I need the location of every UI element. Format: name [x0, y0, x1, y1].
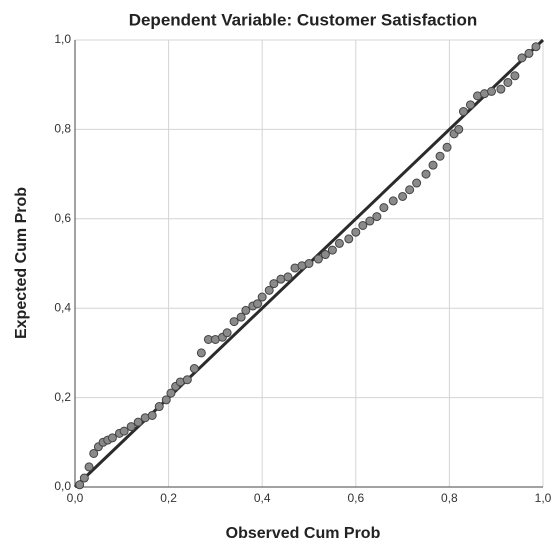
point	[344, 234, 354, 244]
point	[320, 250, 330, 260]
point	[412, 178, 422, 188]
point	[503, 77, 513, 87]
y-axis-label: Expected Cum Prob	[13, 187, 30, 339]
point	[379, 203, 389, 213]
point	[147, 410, 157, 420]
point	[154, 402, 164, 412]
point	[351, 227, 361, 237]
point	[166, 388, 176, 398]
point	[458, 107, 468, 117]
point	[161, 395, 171, 405]
point	[133, 417, 143, 427]
point	[126, 422, 136, 432]
y-tick-label: 0,0	[54, 479, 71, 493]
point	[487, 86, 497, 96]
y-tick-label: 0,4	[54, 300, 71, 314]
point	[313, 254, 323, 264]
point	[334, 238, 344, 248]
point	[182, 375, 192, 385]
x-tick-label: 1,0	[535, 491, 552, 505]
point	[84, 462, 94, 472]
point	[388, 196, 398, 206]
point	[372, 212, 382, 222]
x-tick-label: 0,8	[441, 491, 458, 505]
point	[421, 169, 431, 179]
point	[442, 142, 452, 152]
chart-title: Dependent Variable: Customer Satisfactio…	[129, 10, 478, 29]
point	[428, 160, 438, 170]
point	[107, 433, 117, 443]
point	[189, 364, 199, 374]
point	[257, 292, 267, 302]
point	[196, 348, 206, 358]
point	[465, 100, 475, 110]
y-tick-label: 0,8	[54, 122, 71, 136]
y-tick-label: 1,0	[54, 32, 71, 46]
point	[79, 473, 89, 483]
point	[89, 448, 99, 458]
x-axis-label: Observed Cum Prob	[226, 525, 381, 542]
x-tick-label: 0,4	[254, 491, 271, 505]
x-tick-label: 0,6	[347, 491, 364, 505]
point	[119, 426, 129, 436]
x-tick-label: 0,0	[67, 491, 84, 505]
point	[269, 279, 279, 289]
x-tick-label: 0,2	[160, 491, 177, 505]
point	[283, 272, 293, 282]
point	[365, 216, 375, 226]
point	[454, 124, 464, 134]
point	[398, 191, 408, 201]
point	[358, 221, 368, 231]
y-tick-label: 0,6	[54, 211, 71, 225]
y-tick-label: 0,2	[54, 390, 71, 404]
point	[496, 84, 506, 94]
point	[229, 317, 239, 327]
point	[524, 48, 534, 58]
point	[531, 42, 541, 52]
point	[75, 480, 85, 490]
point	[264, 285, 274, 295]
point	[236, 312, 246, 322]
point	[517, 53, 527, 63]
point	[304, 259, 314, 268]
point	[405, 185, 415, 195]
point	[435, 151, 445, 161]
point	[222, 328, 232, 338]
point	[510, 71, 520, 81]
point	[241, 305, 251, 315]
point	[253, 299, 263, 309]
point	[327, 245, 337, 255]
